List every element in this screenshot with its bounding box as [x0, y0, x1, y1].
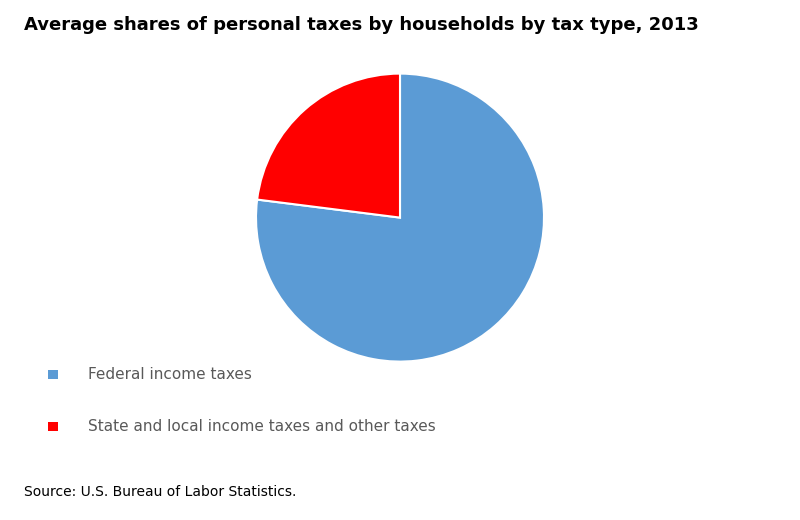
Text: Average shares of personal taxes by households by tax type, 2013: Average shares of personal taxes by hous…: [24, 16, 698, 34]
Text: Source: U.S. Bureau of Labor Statistics.: Source: U.S. Bureau of Labor Statistics.: [24, 485, 296, 499]
Wedge shape: [257, 74, 400, 217]
Text: Federal income taxes: Federal income taxes: [88, 367, 252, 382]
Wedge shape: [256, 74, 544, 361]
Text: State and local income taxes and other taxes: State and local income taxes and other t…: [88, 419, 436, 434]
